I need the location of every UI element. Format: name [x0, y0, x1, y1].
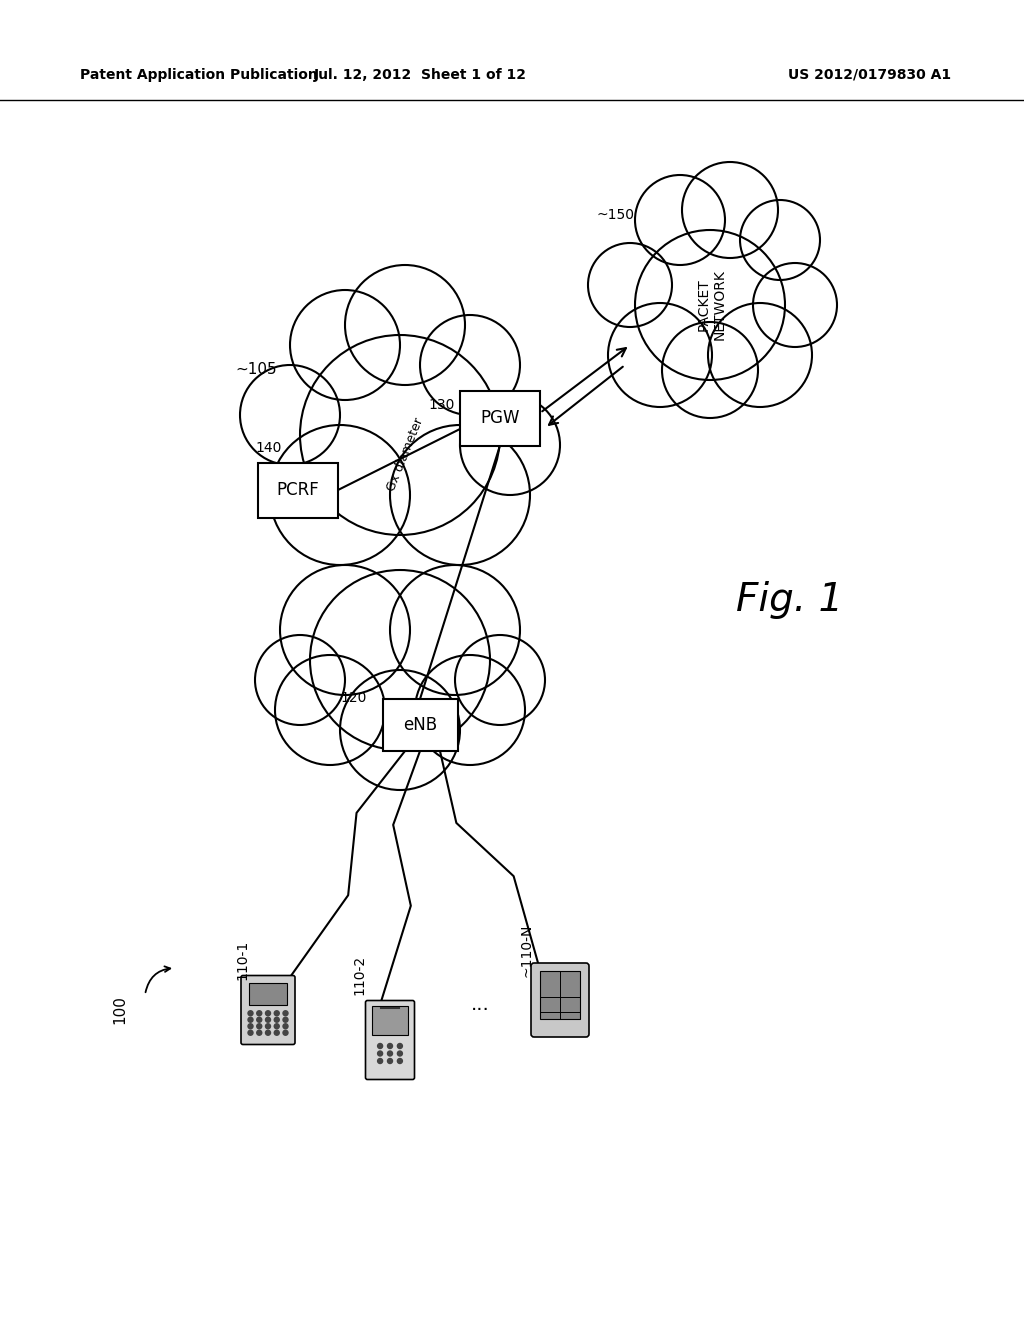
FancyBboxPatch shape	[241, 975, 295, 1044]
Circle shape	[290, 290, 400, 400]
Circle shape	[265, 1024, 270, 1028]
Circle shape	[240, 366, 340, 465]
Circle shape	[635, 230, 785, 380]
Circle shape	[420, 315, 520, 414]
Circle shape	[397, 1044, 402, 1048]
Circle shape	[283, 1030, 288, 1035]
Circle shape	[397, 1051, 402, 1056]
Text: ~105: ~105	[234, 363, 276, 378]
Circle shape	[387, 1051, 392, 1056]
Circle shape	[274, 1030, 280, 1035]
Text: US 2012/0179830 A1: US 2012/0179830 A1	[788, 69, 951, 82]
Circle shape	[265, 1011, 270, 1016]
FancyBboxPatch shape	[541, 972, 580, 1019]
FancyBboxPatch shape	[383, 700, 458, 751]
Circle shape	[300, 335, 500, 535]
Text: PGW: PGW	[480, 409, 520, 426]
Circle shape	[415, 655, 525, 766]
Circle shape	[274, 1011, 280, 1016]
Circle shape	[708, 304, 812, 407]
Circle shape	[460, 395, 560, 495]
Text: 100: 100	[113, 995, 128, 1024]
Circle shape	[248, 1030, 253, 1035]
Circle shape	[255, 635, 345, 725]
Circle shape	[378, 1051, 383, 1056]
Circle shape	[257, 1018, 262, 1022]
Circle shape	[248, 1011, 253, 1016]
Circle shape	[283, 1011, 288, 1016]
Circle shape	[455, 635, 545, 725]
Circle shape	[274, 1018, 280, 1022]
Circle shape	[257, 1011, 262, 1016]
FancyBboxPatch shape	[258, 462, 338, 517]
Circle shape	[248, 1024, 253, 1028]
Circle shape	[283, 1024, 288, 1028]
Text: Patent Application Publication: Patent Application Publication	[80, 69, 317, 82]
Circle shape	[635, 176, 725, 265]
Text: 130: 130	[429, 399, 455, 412]
Circle shape	[345, 265, 465, 385]
Circle shape	[682, 162, 778, 257]
Text: Fig. 1: Fig. 1	[736, 581, 844, 619]
Circle shape	[608, 304, 712, 407]
Circle shape	[275, 655, 385, 766]
Circle shape	[283, 1018, 288, 1022]
Circle shape	[248, 1018, 253, 1022]
Circle shape	[753, 263, 837, 347]
FancyBboxPatch shape	[249, 982, 287, 1006]
Text: PACKET
NETWORK: PACKET NETWORK	[697, 269, 727, 341]
Circle shape	[387, 1044, 392, 1048]
Circle shape	[740, 201, 820, 280]
FancyBboxPatch shape	[372, 1006, 408, 1035]
Circle shape	[265, 1030, 270, 1035]
Text: 120: 120	[341, 690, 367, 705]
FancyBboxPatch shape	[460, 391, 540, 446]
Circle shape	[588, 243, 672, 327]
Circle shape	[378, 1059, 383, 1064]
Text: 110-1: 110-1	[234, 940, 249, 981]
FancyBboxPatch shape	[366, 1001, 415, 1080]
Circle shape	[310, 570, 490, 750]
Circle shape	[390, 565, 520, 696]
Circle shape	[378, 1044, 383, 1048]
Circle shape	[390, 425, 530, 565]
Circle shape	[265, 1018, 270, 1022]
Text: eNB: eNB	[402, 715, 437, 734]
Circle shape	[340, 671, 460, 789]
Circle shape	[257, 1024, 262, 1028]
Circle shape	[397, 1059, 402, 1064]
Circle shape	[387, 1059, 392, 1064]
Text: Jul. 12, 2012  Sheet 1 of 12: Jul. 12, 2012 Sheet 1 of 12	[313, 69, 526, 82]
Circle shape	[257, 1030, 262, 1035]
Text: ...: ...	[471, 995, 489, 1015]
Text: PCRF: PCRF	[276, 480, 319, 499]
Text: 110-2: 110-2	[352, 954, 366, 995]
Circle shape	[270, 425, 410, 565]
Text: ~150: ~150	[596, 209, 634, 222]
Circle shape	[662, 322, 758, 418]
Text: Gx diameter: Gx diameter	[384, 416, 426, 494]
FancyBboxPatch shape	[531, 964, 589, 1038]
Text: ~110-N: ~110-N	[520, 923, 534, 977]
Text: 140: 140	[255, 441, 282, 455]
Circle shape	[280, 565, 410, 696]
Circle shape	[274, 1024, 280, 1028]
